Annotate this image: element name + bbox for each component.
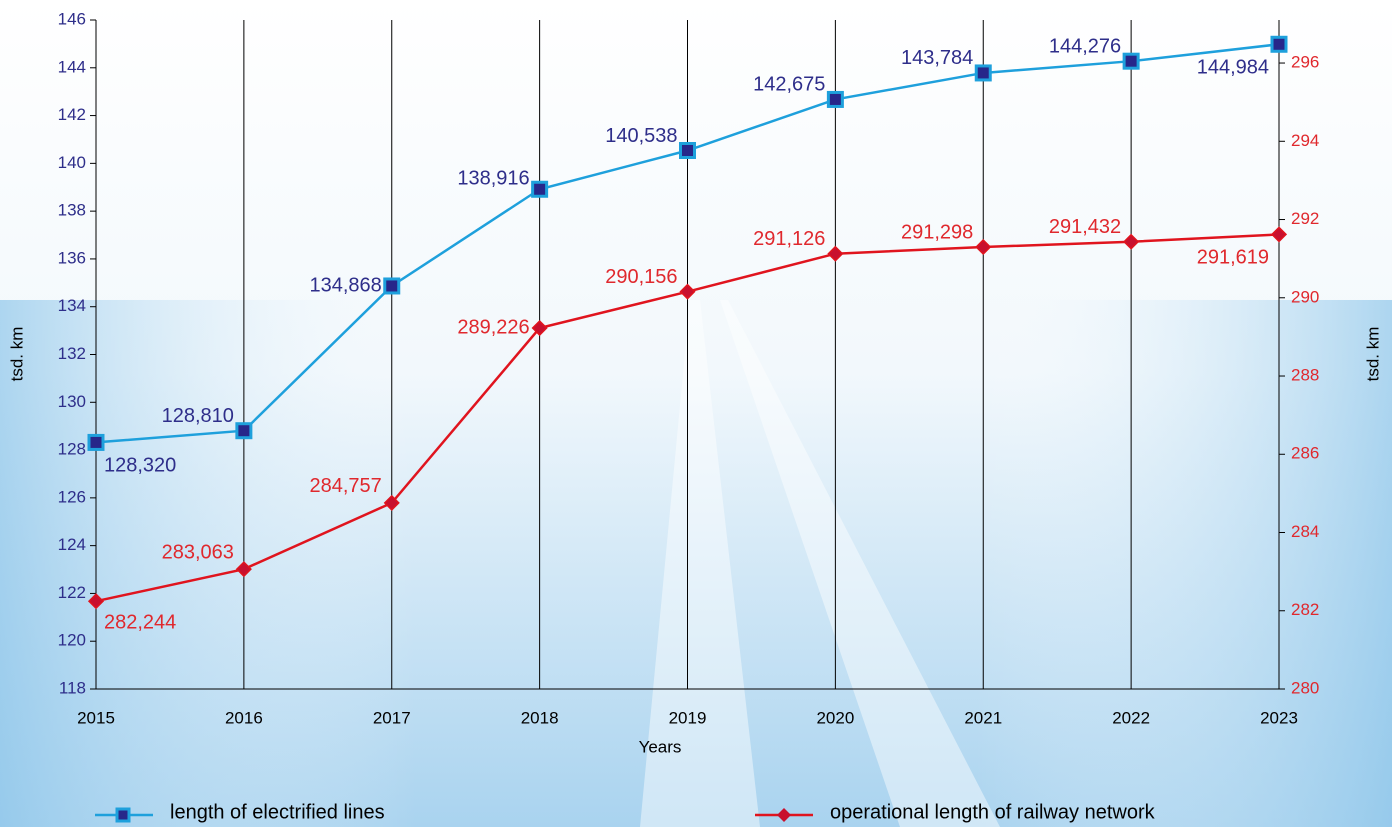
data-label: 143,784 — [901, 47, 973, 69]
x-axis-title: Years — [639, 737, 682, 756]
background-shade — [0, 300, 1392, 827]
marker — [531, 319, 548, 337]
y-tick-label: 122 — [58, 583, 86, 602]
marker — [974, 64, 992, 82]
y-tick-label: 126 — [58, 487, 86, 506]
marker — [679, 142, 696, 160]
data-label: 128,810 — [162, 405, 234, 427]
data-label: 142,675 — [753, 74, 825, 96]
marker — [235, 422, 253, 440]
marker — [383, 494, 400, 511]
data-label: 144,984 — [1197, 57, 1269, 79]
marker — [531, 180, 549, 198]
y-tick-label: 120 — [58, 631, 86, 650]
y-tick-label: 130 — [58, 392, 86, 411]
data-label: 291,619 — [1197, 247, 1269, 269]
marker — [1122, 52, 1140, 70]
x-tick-label: 2021 — [964, 708, 1002, 727]
legend-marker — [115, 807, 131, 823]
y2-tick-label: 296 — [1291, 53, 1319, 72]
marker — [826, 90, 844, 108]
rail-decor — [640, 300, 1000, 827]
x-tick-label: 2022 — [1112, 708, 1150, 727]
data-label: 290,156 — [605, 266, 677, 288]
y2-tick-label: 280 — [1291, 678, 1319, 697]
data-label: 291,298 — [901, 221, 973, 243]
y-tick-label: 142 — [58, 105, 86, 124]
y-tick-label: 144 — [58, 57, 86, 76]
data-label: 291,432 — [1049, 216, 1121, 238]
y-tick-label: 134 — [58, 296, 86, 315]
x-tick-label: 2017 — [373, 708, 411, 727]
marker — [87, 593, 105, 610]
y-tick-label: 118 — [59, 678, 86, 697]
x-tick-label: 2019 — [669, 708, 707, 727]
marker — [87, 433, 105, 451]
x-tick-label: 2020 — [816, 708, 854, 727]
y-tick-label: 128 — [58, 440, 86, 459]
y2-tick-label: 288 — [1291, 366, 1319, 385]
y-tick-label: 124 — [58, 535, 86, 554]
x-tick-label: 2018 — [521, 708, 559, 727]
data-label: 289,226 — [457, 316, 529, 338]
data-label: 283,063 — [162, 541, 234, 563]
x-tick-label: 2015 — [77, 708, 115, 727]
y-tick-label: 138 — [58, 201, 86, 220]
y2-tick-label: 286 — [1291, 444, 1319, 463]
y2-tick-label: 292 — [1291, 209, 1319, 228]
data-label: 134,868 — [309, 274, 381, 296]
y2-tick-label: 294 — [1291, 131, 1319, 150]
marker — [1270, 226, 1288, 243]
y2-tick-label: 282 — [1291, 600, 1319, 619]
marker — [975, 238, 992, 256]
marker — [1123, 233, 1140, 250]
marker — [827, 245, 844, 262]
legend-marker — [777, 808, 791, 822]
data-label: 140,538 — [605, 125, 677, 147]
marker — [679, 283, 696, 300]
marker — [1270, 35, 1288, 53]
y-tick-label: 132 — [58, 344, 86, 363]
marker — [235, 561, 252, 578]
data-label: 284,757 — [309, 475, 381, 497]
y-tick-label: 146 — [58, 9, 86, 28]
data-label: 144,276 — [1049, 35, 1121, 57]
y2-tick-label: 284 — [1291, 522, 1319, 541]
y2-axis-title: tsd. km — [1363, 327, 1382, 382]
data-label: 128,320 — [104, 455, 176, 477]
x-tick-label: 2023 — [1260, 708, 1298, 727]
y-axis-title: tsd. km — [7, 327, 26, 382]
legend-label: length of electrified lines — [170, 801, 385, 823]
data-label: 291,126 — [753, 228, 825, 250]
y-tick-label: 136 — [58, 248, 86, 267]
x-tick-label: 2016 — [225, 708, 263, 727]
data-label: 282,244 — [104, 611, 176, 633]
marker — [383, 277, 401, 295]
data-label: 138,916 — [457, 168, 529, 190]
legend-label: operational length of railway network — [830, 801, 1156, 823]
y2-tick-label: 290 — [1291, 287, 1319, 306]
y-tick-label: 140 — [58, 153, 86, 172]
